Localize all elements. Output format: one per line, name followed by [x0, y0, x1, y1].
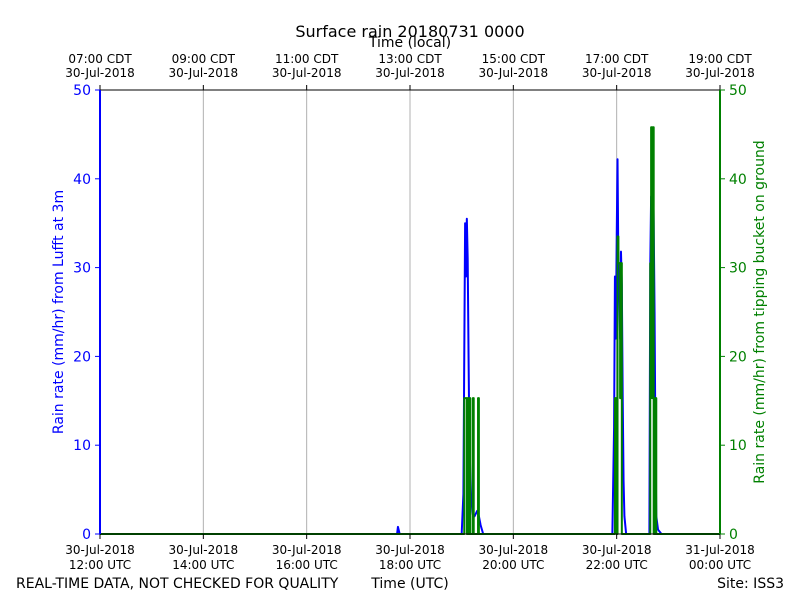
top-x-tick-label-time: 15:00 CDT [482, 52, 546, 66]
bottom-x-axis-label: Time (UTC) [370, 576, 448, 592]
chart-title: Surface rain 20180731 0000 [295, 22, 524, 41]
right-y-axis-label: Rain rate (mm/hr) from tipping bucket on… [752, 140, 768, 483]
top-x-tick-label-date: 30-Jul-2018 [582, 66, 652, 80]
top-x-tick-label-date: 30-Jul-2018 [272, 66, 342, 80]
right-y-tick-label: 10 [729, 438, 747, 454]
x-tick-label-date: 30-Jul-2018 [375, 543, 445, 557]
x-tick-label-date: 30-Jul-2018 [65, 543, 135, 557]
x-tick-label-date: 30-Jul-2018 [169, 543, 239, 557]
right-y-tick-label: 30 [729, 261, 747, 277]
top-x-tick-label-date: 30-Jul-2018 [169, 66, 239, 80]
x-tick-label-time: 20:00 UTC [482, 558, 544, 572]
top-x-tick-label-date: 30-Jul-2018 [479, 66, 549, 80]
left-y-tick-label: 40 [73, 172, 91, 188]
vertical-gridlines [202, 90, 618, 534]
left-y-tick-label: 20 [73, 349, 91, 365]
x-tick-label-time: 00:00 UTC [689, 558, 751, 572]
x-tick-label-time: 18:00 UTC [379, 558, 441, 572]
top-x-tick-label-time: 19:00 CDT [688, 52, 752, 66]
x-tick-label-date: 31-Jul-2018 [685, 543, 755, 557]
top-x-tick-label-time: 13:00 CDT [378, 52, 442, 66]
x-tick-label-time: 12:00 UTC [69, 558, 131, 572]
x-tick-label-time: 14:00 UTC [172, 558, 234, 572]
x-tick-label-time: 22:00 UTC [586, 558, 648, 572]
top-x-axis-label: Time (local) [368, 35, 451, 51]
left-y-tick-label: 50 [73, 83, 91, 99]
quality-disclaimer: REAL-TIME DATA, NOT CHECKED FOR QUALITY [16, 576, 339, 592]
top-x-tick-label-date: 30-Jul-2018 [375, 66, 445, 80]
left-y-tick-label: 0 [82, 527, 91, 543]
top-x-tick-label-time: 11:00 CDT [275, 52, 339, 66]
right-y-tick-label: 20 [729, 349, 747, 365]
left-y-axis-label: Rain rate (mm/hr) from Lufft at 3m [51, 190, 67, 434]
top-x-tick-label-date: 30-Jul-2018 [685, 66, 755, 80]
x-tick-label-date: 30-Jul-2018 [272, 543, 342, 557]
site-label: Site: ISS3 [717, 576, 784, 592]
top-x-tick-label-date: 30-Jul-2018 [65, 66, 135, 80]
top-x-tick-label-time: 09:00 CDT [172, 52, 236, 66]
right-y-tick-label: 50 [729, 83, 747, 99]
right-y-axis: 0 10 20 30 40 50 [719, 83, 747, 543]
left-y-axis: 0 10 20 30 40 50 [73, 83, 101, 543]
top-x-tick-label-time: 07:00 CDT [68, 52, 132, 66]
right-y-tick-label: 0 [729, 527, 738, 543]
x-tick-label-time: 16:00 UTC [276, 558, 338, 572]
x-tick-label-date: 30-Jul-2018 [582, 543, 652, 557]
left-y-tick-label: 30 [73, 261, 91, 277]
x-tick-label-date: 30-Jul-2018 [479, 543, 549, 557]
right-y-tick-label: 40 [729, 172, 747, 188]
top-x-tick-label-time: 17:00 CDT [585, 52, 649, 66]
left-y-tick-label: 10 [73, 438, 91, 454]
